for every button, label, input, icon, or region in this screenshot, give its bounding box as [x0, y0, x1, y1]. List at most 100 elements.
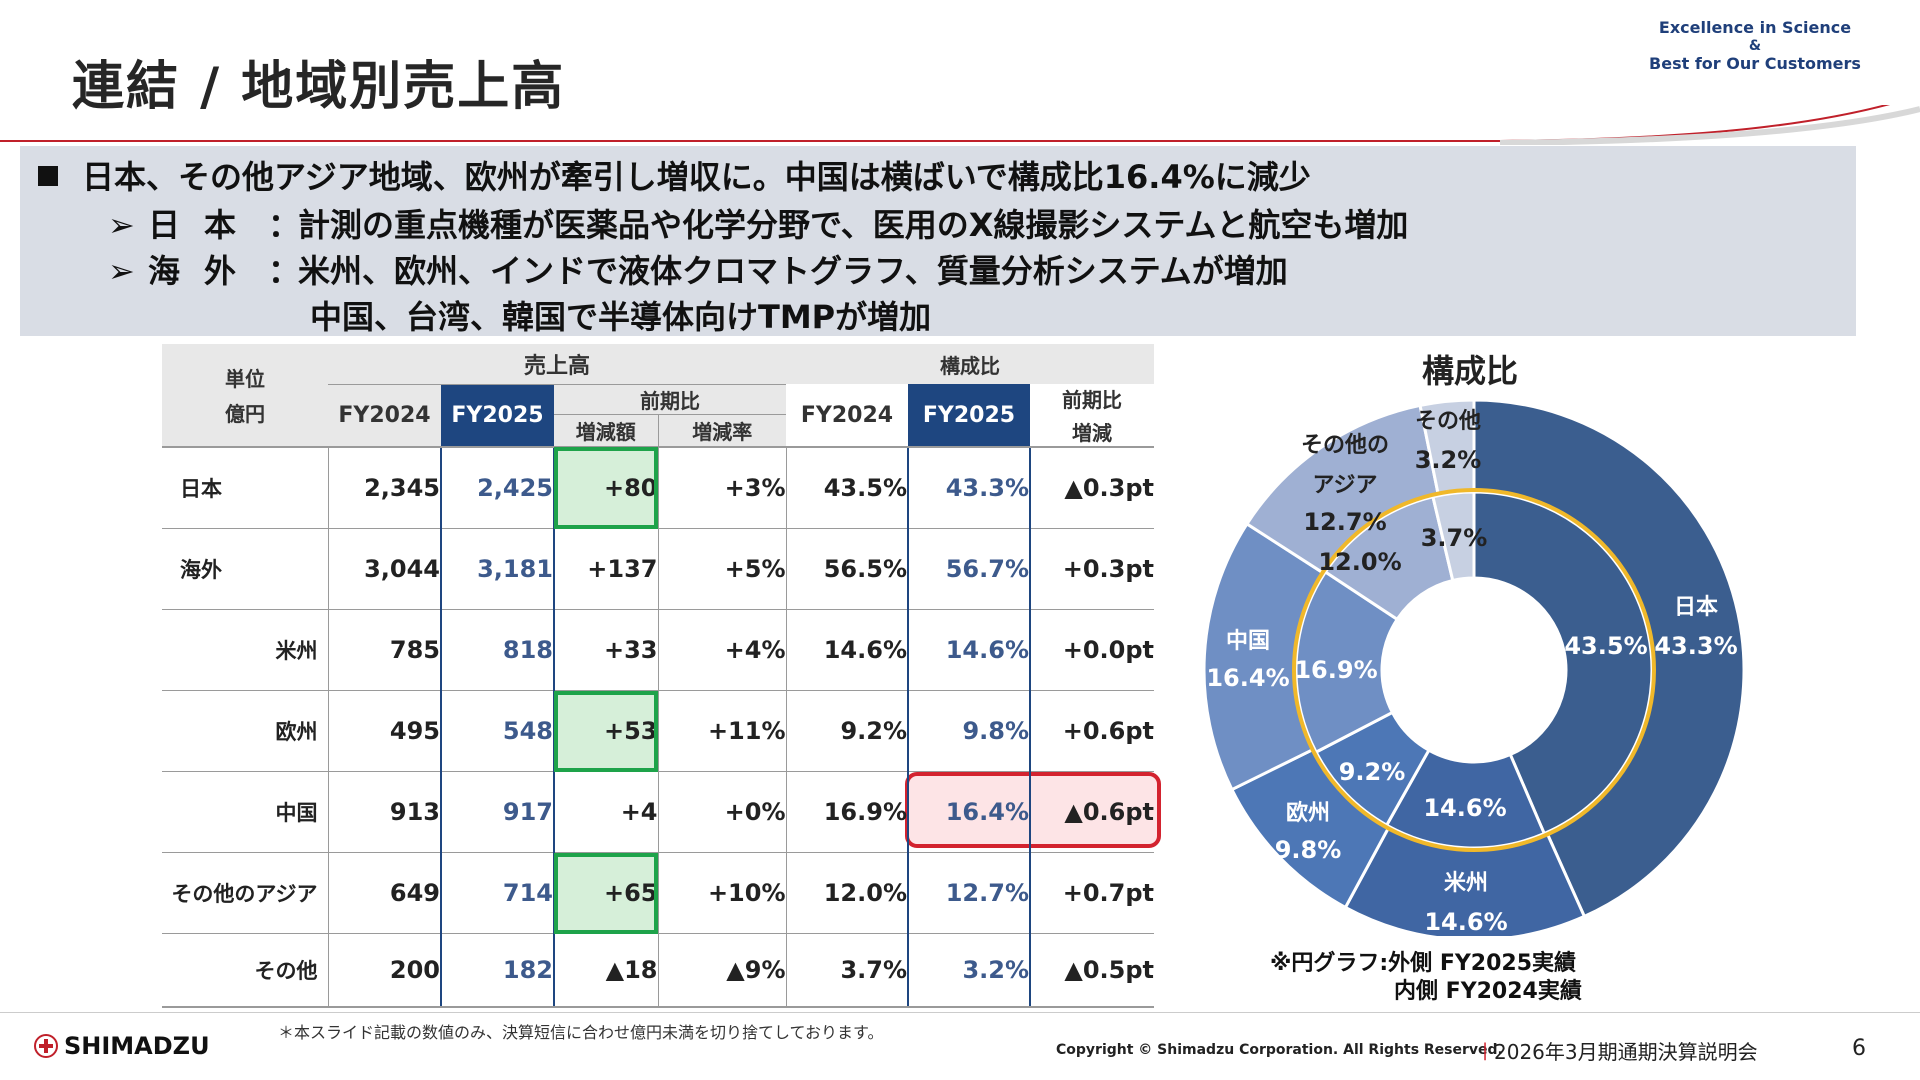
arrow-bullet-icon: ➢: [108, 206, 135, 244]
table-row: 日本 2,345 2,425 +80 +3% 43.5% 43.3% ▲0.3p…: [162, 447, 1154, 529]
footer-separator: |: [1482, 1040, 1489, 1061]
region-name: その他のアジア: [162, 852, 328, 934]
comp-fy2024-value: 9.2%: [785, 690, 908, 772]
rate-value: +3%: [657, 447, 786, 529]
comp-yoy-value: +0.3pt: [1030, 528, 1154, 610]
fy2025-value: 714: [440, 852, 555, 934]
summary-colon: ：: [268, 206, 301, 244]
table-row: 中国 913 917 +4 +0% 16.9% 16.4% ▲0.6pt: [162, 771, 1154, 853]
table-row: 米州 785 818 +33 +4% 14.6% 14.6% +0.0pt: [162, 609, 1154, 691]
fy2024-value: 2,345: [327, 447, 441, 529]
table-row: その他のアジア 649 714 +65 +10% 12.0% 12.7% +0.…: [162, 852, 1154, 934]
comp-fy2025-value: 16.4%: [907, 771, 1031, 853]
unit-line-2: 億円: [225, 402, 265, 426]
footer-divider: [0, 1012, 1920, 1013]
fy2024-value: 649: [327, 852, 441, 934]
col-fy2025-sales: FY2025: [441, 384, 554, 448]
fy2024-value: 495: [327, 690, 441, 772]
rate-value: +5%: [657, 528, 786, 610]
comp-yoy-value: +0.6pt: [1030, 690, 1154, 772]
region-name: 中国: [162, 771, 328, 853]
table-row: 海外 3,044 3,181 +137 +5% 56.5% 56.7% +0.3…: [162, 528, 1154, 610]
logo-text: SHIMADZU: [64, 1032, 210, 1060]
comp-fy2025-value: 14.6%: [907, 609, 1031, 691]
fy2025-value: 2,425: [440, 447, 555, 529]
comp-yoy-value: ▲0.5pt: [1030, 933, 1154, 1008]
outer-category-label: 日本: [1674, 595, 1718, 620]
square-bullet-icon: [38, 166, 58, 186]
chart-note-line-1: ※円グラフ:外側 FY2025実績: [1270, 951, 1577, 976]
unit-header: 単位 億円: [162, 344, 328, 448]
regional-sales-table: 単位 億円 売上高 構成比 FY2024 FY2025 前期比 FY2024 F…: [162, 344, 1154, 1008]
region-name: 欧州: [162, 690, 328, 772]
fy2025-value: 3,181: [440, 528, 555, 610]
outer-category-label: アジア: [1312, 473, 1377, 498]
fy2025-value: 818: [440, 609, 555, 691]
outer-category-label: 米州: [1444, 871, 1488, 896]
event-name: 2026年3月期通期決算説明会: [1494, 1040, 1758, 1064]
region-name: 日本: [162, 447, 328, 529]
col-rate: 増減率: [658, 414, 786, 448]
comp-yoy-value: +0.7pt: [1030, 852, 1154, 934]
region-name: 海外: [162, 528, 328, 610]
chart-note-line-2: 内側 FY2024実績: [1394, 979, 1582, 1004]
outer-value-label: 43.3%: [1654, 632, 1737, 660]
summary-main-text: 日本、その他アジア地域、欧州が牽引し増収に。中国は横ばいで構成比16.4%に減少: [82, 158, 1311, 196]
inner-fy2024-slice: [1431, 490, 1476, 583]
summary-item-japan: ➢ 日本 ：計測の重点機種が医薬品や化学分野で、医用のX線撮影システムと航空も増加: [108, 200, 1408, 246]
comp-fy2025-value: 43.3%: [907, 447, 1031, 529]
company-logo: SHIMADZU: [34, 1032, 210, 1060]
comp-fy2024-value: 43.5%: [785, 447, 908, 529]
chart-title: 構成比: [1421, 352, 1518, 390]
composition-group-header: 構成比: [786, 344, 1154, 384]
rate-value: +0%: [657, 771, 786, 853]
diff-value: +33: [554, 609, 658, 691]
comp-fy2025-value: 3.2%: [907, 933, 1031, 1008]
inner-value-label: 12.0%: [1318, 548, 1401, 576]
summary-item-overseas: ➢ 海外 ：米州、欧州、インドで液体クロマトグラフ、質量分析システムが増加: [108, 246, 1288, 292]
col-comp-yoy-line-1: 前期比: [1062, 388, 1122, 412]
comp-yoy-value: ▲0.3pt: [1030, 447, 1154, 529]
comp-fy2024-value: 16.9%: [785, 771, 908, 853]
col-fy2024-sales: FY2024: [328, 384, 441, 448]
summary-item-text: 計測の重点機種が医薬品や化学分野で、医用のX線撮影システムと航空も増加: [298, 206, 1409, 244]
outer-category-label: 欧州: [1286, 800, 1330, 826]
comp-fy2024-value: 14.6%: [785, 609, 908, 691]
comp-fy2024-value: 56.5%: [785, 528, 908, 610]
summary-continuation: 中国、台湾、韓国で半導体向けTMPが増加: [310, 298, 932, 336]
arrow-bullet-icon: ➢: [108, 252, 135, 290]
comp-fy2025-value: 56.7%: [907, 528, 1031, 610]
fy2024-value: 200: [327, 933, 441, 1008]
col-diff: 増減額: [554, 414, 659, 448]
outer-value-label: 14.6%: [1424, 908, 1507, 936]
rate-value: ▲9%: [657, 933, 786, 1008]
fy2024-ring-outline: [1292, 488, 1656, 852]
page-title: 連結 / 地域別売上高: [72, 57, 566, 117]
col-fy2024-comp: FY2024: [786, 384, 908, 448]
outer-category-label: 中国: [1226, 629, 1270, 654]
header-divider-swoosh: [0, 105, 1920, 145]
summary-item-label: 海外: [148, 252, 261, 290]
inner-value-label: 43.5%: [1564, 632, 1647, 660]
col-fy2025-comp: FY2025: [908, 384, 1030, 448]
corporate-tagline: Excellence in Science & Best for Our Cus…: [1630, 18, 1880, 74]
region-name: 米州: [162, 609, 328, 691]
outer-category-label: その他の: [1301, 433, 1389, 458]
outer-value-label: 12.7%: [1303, 508, 1386, 536]
region-name: その他: [162, 933, 328, 1008]
comp-fy2025-value: 9.8%: [907, 690, 1031, 772]
tagline-ampersand: &: [1748, 38, 1762, 54]
diff-value: +137: [554, 528, 658, 610]
outer-value-label: 3.2%: [1415, 446, 1482, 474]
page-number: 6: [1852, 1036, 1866, 1061]
inner-value-label: 3.7%: [1421, 524, 1488, 552]
fy2025-value: 917: [440, 771, 555, 853]
fy2024-value: 3,044: [327, 528, 441, 610]
copyright: Copyright © Shimadzu Corporation. All Ri…: [1056, 1042, 1503, 1058]
composition-donut-chart: 日本 43.3% 米州 14.6% 欧州 9.8% 中国 16.4% その他のアジア 12.7% そ…: [1202, 398, 1746, 936]
fy2025-value: 182: [440, 933, 555, 1008]
shimadzu-logo-icon: [34, 1034, 58, 1058]
inner-value-label: 16.9%: [1294, 656, 1377, 684]
table-row: その他 200 182 ▲18 ▲9% 3.7% 3.2% ▲0.5pt: [162, 933, 1154, 1008]
chart-note: ※円グラフ:外側 FY2025実績 内側 FY2024実績: [1270, 950, 1582, 1006]
